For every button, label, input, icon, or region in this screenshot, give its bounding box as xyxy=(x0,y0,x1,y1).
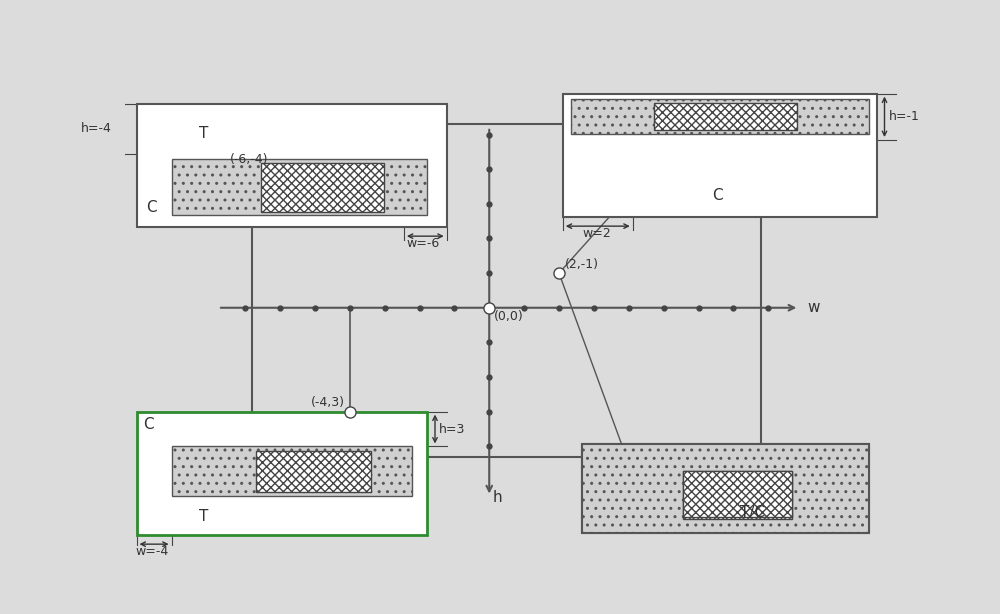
Text: w=2: w=2 xyxy=(582,227,611,240)
Text: C: C xyxy=(146,200,157,214)
Bar xyxy=(582,444,869,532)
Text: T: T xyxy=(199,509,208,524)
Bar xyxy=(256,451,371,492)
Text: h: h xyxy=(493,490,503,505)
Text: h=-4: h=-4 xyxy=(81,122,112,135)
Bar xyxy=(137,412,427,535)
Text: T/C: T/C xyxy=(740,505,765,520)
Text: w: w xyxy=(807,300,820,315)
Text: h=3: h=3 xyxy=(439,422,465,435)
Bar xyxy=(683,470,792,516)
Text: X: X xyxy=(576,196,589,215)
Bar xyxy=(261,163,384,211)
Text: C: C xyxy=(712,188,722,203)
Bar xyxy=(172,159,427,216)
Bar xyxy=(252,124,761,457)
Text: T: T xyxy=(574,116,584,131)
Bar xyxy=(172,446,412,496)
Text: h=-1: h=-1 xyxy=(888,111,919,123)
Bar xyxy=(683,470,792,519)
Text: (2,-1): (2,-1) xyxy=(565,258,599,271)
Bar xyxy=(137,104,447,227)
Text: (-4,3): (-4,3) xyxy=(311,395,345,408)
Text: T: T xyxy=(199,126,208,141)
Bar xyxy=(563,94,877,217)
Text: w=-4: w=-4 xyxy=(135,545,168,558)
Bar xyxy=(654,103,797,130)
Text: C: C xyxy=(143,417,153,432)
Text: (0,0): (0,0) xyxy=(494,310,524,323)
Text: (-6,-4): (-6,-4) xyxy=(230,153,268,166)
Text: w=-6: w=-6 xyxy=(406,237,440,250)
Bar xyxy=(582,444,869,532)
Bar xyxy=(571,99,869,134)
